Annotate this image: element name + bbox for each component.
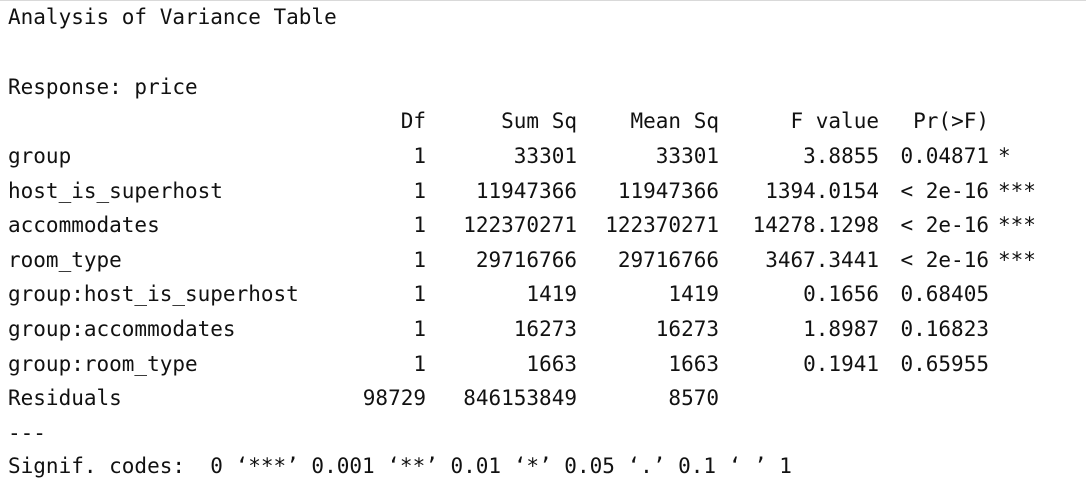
row-term: group	[8, 144, 72, 168]
row-df: 1	[413, 213, 426, 238]
row-df: 1	[413, 317, 426, 341]
row-df: 98729	[362, 386, 426, 411]
row-term: group:room_type	[8, 351, 198, 376]
table-row: host_is_superhost 1 11947366 11947366 1394.0…	[8, 175, 1078, 207]
row-sum-sq: 33301	[513, 144, 577, 168]
row-mean-sq: 29716766	[617, 247, 719, 272]
row-sum-sq: 1419	[526, 282, 577, 307]
table-row: group:accommodates 1 16273 16273 1.8987 0.168…	[8, 313, 1078, 345]
row-signif-stars	[998, 382, 1058, 414]
row-term: host_is_superhost	[8, 178, 223, 203]
row-signif-stars	[998, 278, 1058, 310]
row-sum-sq: 1663	[526, 351, 577, 376]
row-sum-sq: 122370271	[463, 213, 577, 238]
row-df: 1	[413, 178, 426, 203]
header-sum-sq: Sum Sq	[501, 109, 577, 133]
row-pr: < 2e-16	[900, 247, 989, 272]
row-pr: 0.65955	[900, 351, 989, 376]
table-row: Residuals 98729 846153849 8570	[8, 382, 1078, 414]
table-row: group 1 33301 33301 3.8855 0.04871 *	[8, 140, 1078, 172]
row-mean-sq: 122370271	[605, 213, 719, 238]
header-f-value: F value	[790, 109, 879, 133]
row-signif-stars: ***	[998, 247, 1036, 272]
row-pr: < 2e-16	[900, 178, 989, 203]
table-row: group:room_type 1 1663 1663 0.1941 0.65955	[8, 348, 1078, 380]
header-row: Df Sum Sq Mean Sq F value Pr(>F)	[8, 105, 1078, 137]
row-term: group:accommodates	[8, 317, 236, 341]
row-f-value: 3.8855	[803, 144, 879, 168]
row-mean-sq: 11947366	[617, 178, 719, 203]
row-f-value: 1.8987	[803, 317, 879, 341]
table-row: group:host_is_superhost 1 1419 1419 0.1656 0.…	[8, 278, 1078, 310]
header-df: Df	[400, 109, 426, 133]
row-mean-sq: 8570	[668, 386, 719, 411]
row-term: Residuals	[8, 386, 122, 411]
row-term: room_type	[8, 247, 122, 272]
separator-line: ---	[8, 421, 46, 445]
table-row: room_type 1 29716766 29716766 3467.3441 < 2e-…	[8, 244, 1078, 276]
row-signif-stars	[998, 313, 1058, 345]
row-pr: 0.16823	[900, 317, 989, 341]
row-signif-stars: *	[998, 144, 1011, 168]
row-df: 1	[413, 144, 426, 168]
row-signif-stars	[998, 348, 1058, 380]
row-mean-sq: 1419	[668, 282, 719, 307]
table-title: Analysis of Variance Table	[8, 5, 337, 29]
row-pr: 0.68405	[900, 282, 989, 307]
row-signif-stars: ***	[998, 178, 1036, 203]
row-term: group:host_is_superhost	[8, 282, 299, 307]
signif-codes-line: Signif. codes: 0 ‘***’ 0.001 ‘**’ 0.01 ‘…	[8, 454, 792, 478]
row-term: accommodates	[8, 213, 160, 238]
row-sum-sq: 16273	[513, 317, 577, 341]
row-pr	[879, 382, 989, 414]
response-line: Response: price	[8, 75, 198, 99]
row-sum-sq: 11947366	[475, 178, 577, 203]
row-pr: 0.04871	[900, 144, 989, 168]
row-sum-sq: 29716766	[475, 247, 577, 272]
row-f-value: 1394.0154	[765, 178, 879, 203]
row-f-value: 0.1941	[803, 351, 879, 376]
row-f-value: 3467.3441	[765, 247, 879, 272]
header-mean-sq: Mean Sq	[630, 109, 719, 133]
row-df: 1	[413, 282, 426, 307]
row-f-value: 14278.1298	[752, 213, 879, 238]
row-f-value	[719, 382, 879, 414]
row-sum-sq: 846153849	[463, 386, 577, 411]
row-pr: < 2e-16	[900, 213, 989, 238]
table-row: accommodates 1 122370271 122370271 14278.129…	[8, 209, 1078, 241]
row-mean-sq: 33301	[655, 144, 719, 168]
row-signif-stars: ***	[998, 213, 1036, 238]
row-df: 1	[413, 351, 426, 376]
header-pr: Pr(>F)	[913, 109, 989, 133]
row-df: 1	[413, 247, 426, 272]
row-mean-sq: 1663	[668, 351, 719, 376]
row-mean-sq: 16273	[655, 317, 719, 341]
row-f-value: 0.1656	[803, 282, 879, 307]
